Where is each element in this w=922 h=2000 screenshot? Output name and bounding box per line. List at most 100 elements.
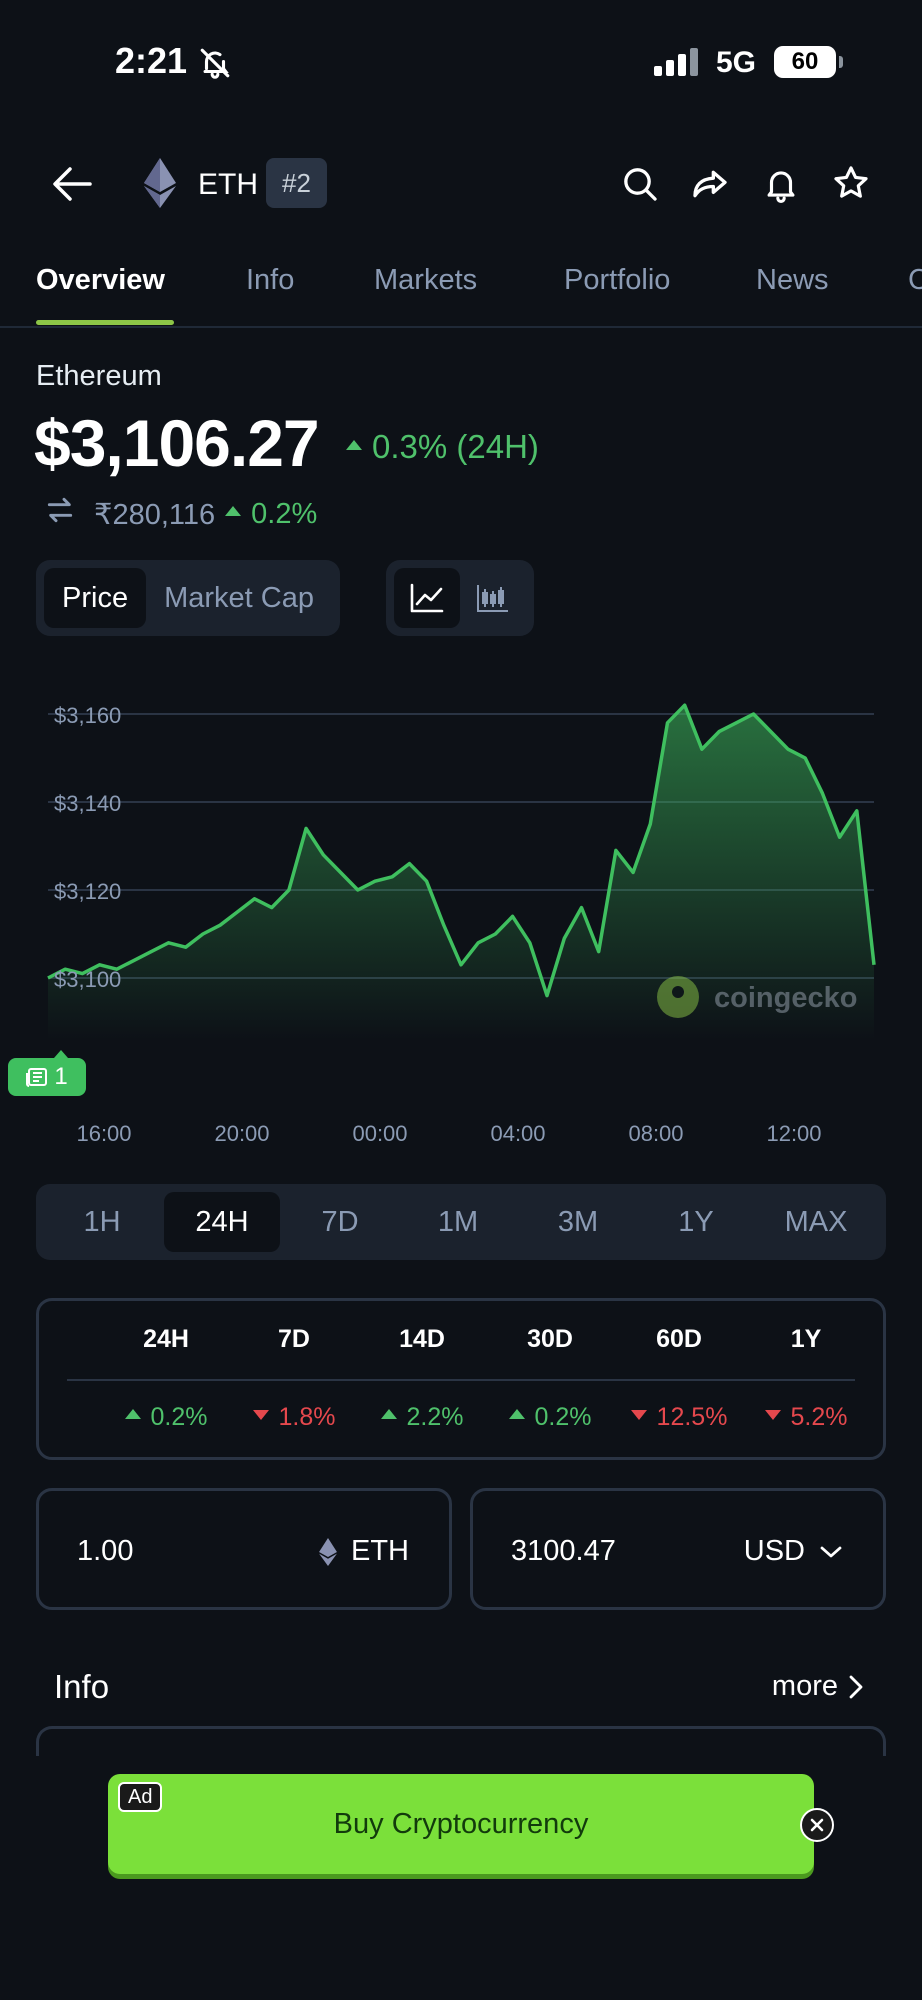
battery-icon: 60 — [774, 46, 843, 78]
chart-type-toggle — [386, 560, 534, 636]
swap-arrows-icon[interactable] — [44, 494, 76, 534]
close-icon[interactable] — [800, 1808, 834, 1842]
network-type: 5G — [716, 46, 757, 79]
coin-header: ETH #2 — [0, 150, 922, 220]
news-count: 1 — [54, 1063, 68, 1090]
bell-icon[interactable] — [762, 164, 800, 209]
price-line — [47, 703, 876, 998]
range-1m[interactable]: 1M — [437, 1206, 479, 1238]
price-toggle[interactable]: Price — [44, 568, 147, 628]
perf-header: 30D — [527, 1325, 573, 1353]
coingecko-watermark: coingecko — [657, 976, 857, 1018]
status-bar: 2:21 5G 60 — [0, 0, 922, 110]
down-arrow-icon — [764, 1410, 781, 1421]
tab-news[interactable]: News — [756, 264, 829, 296]
price-area — [48, 705, 874, 1040]
price-change-24h: 0.3% (24H) — [346, 428, 539, 466]
performance-divider — [67, 1379, 855, 1381]
inr-change: 0.2% — [225, 498, 317, 531]
ad-text[interactable]: Buy Cryptocurrency — [333, 1808, 589, 1840]
x-tick-label: 00:00 — [352, 1121, 407, 1146]
range-1h[interactable]: 1H — [83, 1206, 121, 1238]
status-time: 2:21 — [115, 40, 188, 81]
coin-symbol: ETH — [198, 168, 258, 201]
inr-price: ₹280,116 — [94, 498, 216, 531]
down-arrow-icon — [252, 1410, 269, 1421]
tab-overview[interactable]: Overview — [36, 264, 165, 296]
y-tick-label: $3,120 — [54, 879, 121, 904]
perf-header: 60D — [656, 1325, 702, 1353]
metric-toggle: Price Market Cap — [36, 560, 340, 636]
market-cap-toggle[interactable]: Market Cap — [164, 582, 314, 614]
active-tab-indicator — [36, 320, 174, 325]
y-tick-label: $3,100 — [54, 967, 121, 992]
converter-from-field[interactable]: 1.00 ETH — [36, 1488, 452, 1610]
performance-table: 24H 7D 14D 30D 60D 1Y 0.2% 1.8% 2.2% 0.2… — [36, 1298, 886, 1460]
time-range-selector: 1H 24H 7D 1M 3M 1Y MAX — [36, 1184, 886, 1260]
x-tick-label: 04:00 — [490, 1121, 545, 1146]
perf-value: 2.2% — [357, 1403, 487, 1432]
chevron-down-icon — [820, 1546, 842, 1557]
info-more-link[interactable]: more — [772, 1670, 864, 1703]
y-tick-label: $3,140 — [54, 791, 121, 816]
inr-price-row: ₹280,116 0.2% — [44, 494, 317, 534]
watermark-text: coingecko — [714, 982, 857, 1014]
down-arrow-icon — [630, 1410, 647, 1421]
chevron-right-icon — [849, 1675, 863, 1698]
x-tick-label: 20:00 — [214, 1121, 269, 1146]
newspaper-icon — [26, 1068, 48, 1087]
tab-markets[interactable]: Markets — [374, 264, 478, 296]
x-tick-label: 08:00 — [628, 1121, 683, 1146]
currency-select[interactable]: USD — [744, 1535, 843, 1568]
ad-tag: Ad — [118, 1782, 163, 1812]
converter-to-field[interactable]: 3100.47 USD — [470, 1488, 886, 1610]
tab-overflow[interactable]: C — [908, 264, 922, 297]
perf-value: 1.8% — [229, 1403, 359, 1432]
x-tick-label: 12:00 — [766, 1121, 821, 1146]
converter-from-unit: ETH — [319, 1535, 409, 1568]
perf-header: 7D — [278, 1325, 310, 1353]
tab-portfolio[interactable]: Portfolio — [564, 264, 671, 296]
candlestick-chart-icon[interactable] — [460, 568, 526, 628]
current-price: $3,106.27 — [34, 406, 320, 480]
perf-value: 12.5% — [614, 1403, 744, 1432]
battery-level: 60 — [791, 48, 819, 75]
section-tabs: Overview Info Markets Portfolio News C — [0, 262, 922, 328]
line-chart-icon[interactable] — [394, 568, 460, 628]
perf-value: 0.2% — [485, 1403, 615, 1432]
range-7d[interactable]: 7D — [321, 1206, 359, 1238]
info-section-title: Info — [54, 1668, 110, 1705]
converter-result[interactable]: 3100.47 — [511, 1535, 616, 1567]
perf-value: 0.2% — [101, 1403, 231, 1432]
tab-info[interactable]: Info — [246, 264, 295, 296]
range-3m[interactable]: 3M — [557, 1206, 599, 1238]
rank-badge: #2 — [266, 158, 327, 208]
range-24h[interactable]: 24H — [164, 1192, 280, 1252]
up-arrow-icon — [508, 1409, 525, 1420]
news-marker[interactable]: 1 — [8, 1050, 86, 1096]
price-change-value: 0.3% (24H) — [372, 428, 539, 465]
search-icon[interactable] — [620, 164, 660, 209]
up-arrow-icon — [124, 1409, 141, 1420]
ethereum-logo-icon — [144, 158, 176, 213]
y-tick-label: $3,160 — [54, 703, 121, 728]
perf-header: 24H — [143, 1325, 189, 1353]
range-1y[interactable]: 1Y — [678, 1206, 714, 1238]
up-arrow-icon — [380, 1409, 397, 1420]
signal-icon — [654, 48, 698, 76]
up-arrow-icon — [346, 440, 362, 451]
bell-off-icon — [198, 46, 232, 85]
perf-header: 1Y — [790, 1325, 822, 1353]
converter-amount[interactable]: 1.00 — [77, 1535, 134, 1567]
range-max[interactable]: MAX — [784, 1206, 848, 1238]
up-arrow-icon — [225, 505, 242, 516]
star-icon[interactable] — [832, 164, 870, 207]
back-arrow-icon[interactable] — [50, 164, 94, 209]
share-icon[interactable] — [690, 164, 730, 209]
perf-value: 5.2% — [741, 1403, 871, 1432]
ad-banner[interactable]: Ad Buy Cryptocurrency — [108, 1774, 834, 1874]
perf-header: 14D — [399, 1325, 445, 1353]
x-tick-label: 16:00 — [76, 1121, 131, 1146]
price-chart[interactable]: $3,160 $3,140 $3,120 $3,100 16:00 20:00 00:00… — [0, 690, 922, 1150]
ethereum-small-icon — [319, 1537, 337, 1566]
